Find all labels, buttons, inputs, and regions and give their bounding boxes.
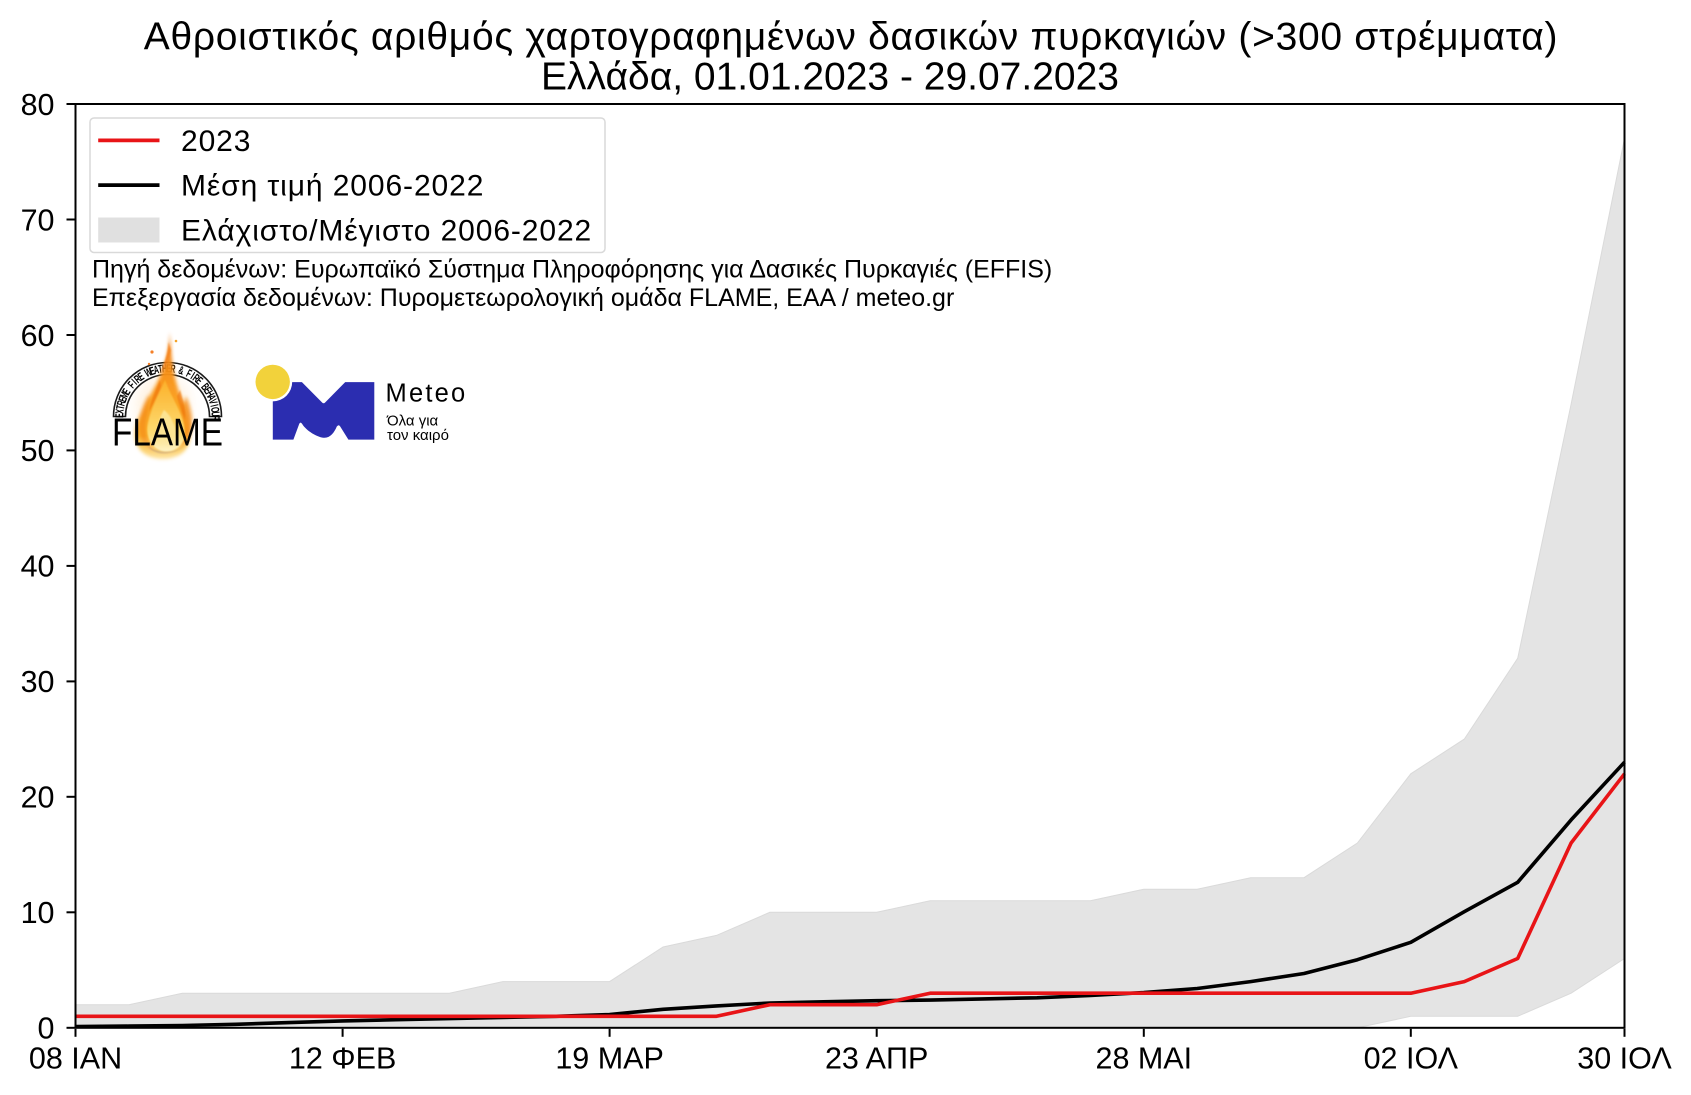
svg-text:I: I <box>129 377 140 388</box>
svg-text:A: A <box>152 363 160 377</box>
svg-text:E: E <box>136 370 147 384</box>
svg-text:10: 10 <box>21 896 55 930</box>
svg-text:F: F <box>184 367 194 381</box>
svg-text:E: E <box>114 413 127 418</box>
svg-text:30 ΙΟΛ: 30 ΙΟΛ <box>1577 1042 1672 1076</box>
svg-text:23 ΑΠΡ: 23 ΑΠΡ <box>825 1042 928 1076</box>
svg-text:X: X <box>114 408 128 414</box>
svg-text:Ελλάδα, 01.01.2023 - 29.07.202: Ελλάδα, 01.01.2023 - 29.07.2023 <box>541 56 1119 99</box>
svg-text:50: 50 <box>21 434 55 468</box>
svg-text:Ελάχιστο/Μέγιστο 2006-2022: Ελάχιστο/Μέγιστο 2006-2022 <box>181 215 592 248</box>
svg-text:12 ΦΕΒ: 12 ΦΕΒ <box>289 1042 396 1076</box>
svg-text:M: M <box>118 390 133 401</box>
svg-text:I: I <box>188 370 197 382</box>
svg-text:80: 80 <box>21 88 55 122</box>
svg-text:70: 70 <box>21 203 55 237</box>
svg-text:R: R <box>208 415 222 421</box>
svg-text:&: & <box>177 364 186 378</box>
svg-text:T: T <box>114 404 128 411</box>
svg-text:R: R <box>115 399 129 408</box>
svg-text:60: 60 <box>21 319 55 353</box>
svg-text:E: E <box>116 395 130 404</box>
svg-text:E: E <box>120 387 134 398</box>
svg-text:FLAME: FLAME <box>112 412 223 455</box>
svg-text:40: 40 <box>21 550 55 584</box>
svg-text:Αθροιστικός αριθμός χαρτογραφη: Αθροιστικός αριθμός χαρτογραφημένων δασι… <box>144 16 1558 59</box>
svg-text:02 ΙΟΛ: 02 ΙΟΛ <box>1364 1042 1459 1076</box>
svg-text:Όλα για: Όλα για <box>386 413 439 430</box>
svg-text:I: I <box>207 403 220 408</box>
svg-text:Μέση τιμή 2006-2022: Μέση τιμή 2006-2022 <box>181 170 484 203</box>
svg-text:20: 20 <box>21 781 55 815</box>
svg-text:A: A <box>204 393 218 403</box>
svg-text:30: 30 <box>21 665 55 699</box>
svg-text:H: H <box>202 389 216 400</box>
svg-text:Meteo: Meteo <box>386 380 468 408</box>
svg-text:U: U <box>208 411 222 417</box>
svg-text:τον καιρό: τον καιρό <box>387 427 449 444</box>
svg-text:T: T <box>157 363 163 377</box>
svg-text:2023: 2023 <box>181 125 251 158</box>
svg-text:08 ΙΑΝ: 08 ΙΑΝ <box>29 1042 122 1076</box>
svg-text:V: V <box>205 398 219 407</box>
svg-text:28 ΜΑΙ: 28 ΜΑΙ <box>1095 1042 1192 1076</box>
svg-text:Πηγή δεδομένων: Ευρωπαϊκό Σύστ: Πηγή δεδομένων: Ευρωπαϊκό Σύστημα Πληροφ… <box>92 256 1052 284</box>
svg-text:E: E <box>148 365 157 379</box>
svg-text:E: E <box>200 385 214 396</box>
svg-text:0: 0 <box>38 1012 55 1046</box>
svg-text:W: W <box>143 366 154 381</box>
svg-text:O: O <box>207 406 221 414</box>
svg-text:19 ΜΑΡ: 19 ΜΑΡ <box>555 1042 664 1076</box>
svg-text:Επεξεργασία δεδομένων: Πυρομετ: Επεξεργασία δεδομένων: Πυρομετεωρολογική… <box>92 284 954 312</box>
